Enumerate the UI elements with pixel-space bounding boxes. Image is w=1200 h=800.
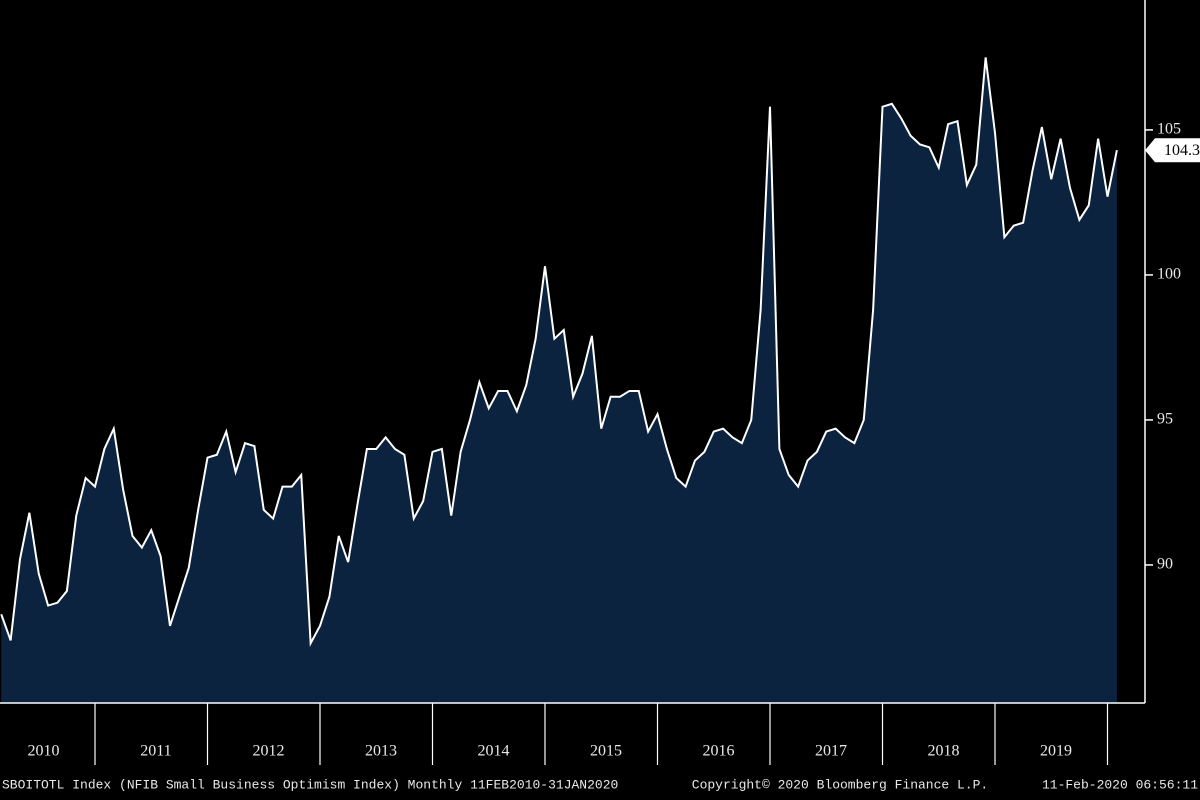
y-tick-label: 100	[1157, 266, 1181, 283]
x-tick-label: 2013	[365, 743, 397, 760]
y-tick-label: 90	[1157, 556, 1173, 573]
footer-left: SBOITOTL Index (NFIB Small Business Opti…	[2, 777, 618, 792]
x-tick-label: 2010	[27, 743, 59, 760]
x-tick-label: 2011	[140, 743, 171, 760]
last-value-box	[1155, 138, 1200, 163]
x-tick-label: 2016	[702, 743, 734, 760]
area-fill	[1, 57, 1117, 704]
last-value-pointer	[1145, 138, 1155, 163]
x-tick-label: 2012	[252, 743, 284, 760]
y-tick-label: 95	[1157, 411, 1173, 428]
x-tick-label: 2018	[927, 743, 959, 760]
footer-right: 11-Feb-2020 06:56:11	[1042, 777, 1198, 792]
x-tick-label: 2014	[477, 743, 509, 760]
y-tick-label: 105	[1157, 121, 1181, 138]
x-tick-label: 2015	[590, 743, 622, 760]
x-tick-label: 2019	[1040, 743, 1072, 760]
line	[0, 57, 1118, 647]
last-value-label: 104.3	[1164, 142, 1200, 159]
footer-center: Copyright© 2020 Bloomberg Finance L.P.	[692, 777, 988, 792]
x-tick-label: 2017	[815, 743, 847, 760]
